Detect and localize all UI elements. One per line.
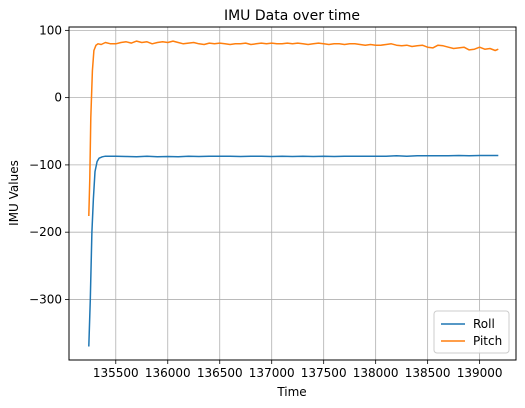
legend-label-roll: Roll	[473, 317, 495, 331]
x-axis-ticks: 135500 136000 136500 137000 137500 138000 1385…	[93, 360, 503, 380]
x-tick-label: 136000	[145, 366, 191, 380]
x-axis-label: Time	[276, 385, 306, 399]
x-tick-label: 139000	[457, 366, 503, 380]
x-tick-label: 136500	[197, 366, 243, 380]
y-tick-label: 0	[54, 91, 62, 105]
chart-title: IMU Data over time	[224, 8, 360, 24]
y-tick-label: 100	[39, 23, 62, 37]
x-tick-label: 135500	[93, 366, 139, 380]
legend-box	[433, 310, 510, 354]
y-tick-label: −300	[29, 292, 62, 306]
plot-frame	[68, 26, 517, 361]
y-axis-label: IMU Values	[7, 160, 21, 226]
legend-label-pitch: Pitch	[473, 334, 502, 348]
x-tick-label: 138500	[405, 366, 451, 380]
y-axis-ticks: 100 0 −100 −200 −300	[29, 23, 69, 306]
series-line-roll	[88, 154, 499, 347]
series-line-pitch	[88, 40, 499, 217]
series-lines	[88, 40, 499, 347]
legend: Roll Pitch	[433, 310, 510, 354]
x-tick-label: 137000	[249, 366, 295, 380]
grid	[69, 27, 516, 360]
y-tick-label: −200	[29, 225, 62, 239]
y-tick-label: −100	[29, 158, 62, 172]
x-tick-label: 137500	[301, 366, 347, 380]
x-tick-label: 138000	[353, 366, 399, 380]
